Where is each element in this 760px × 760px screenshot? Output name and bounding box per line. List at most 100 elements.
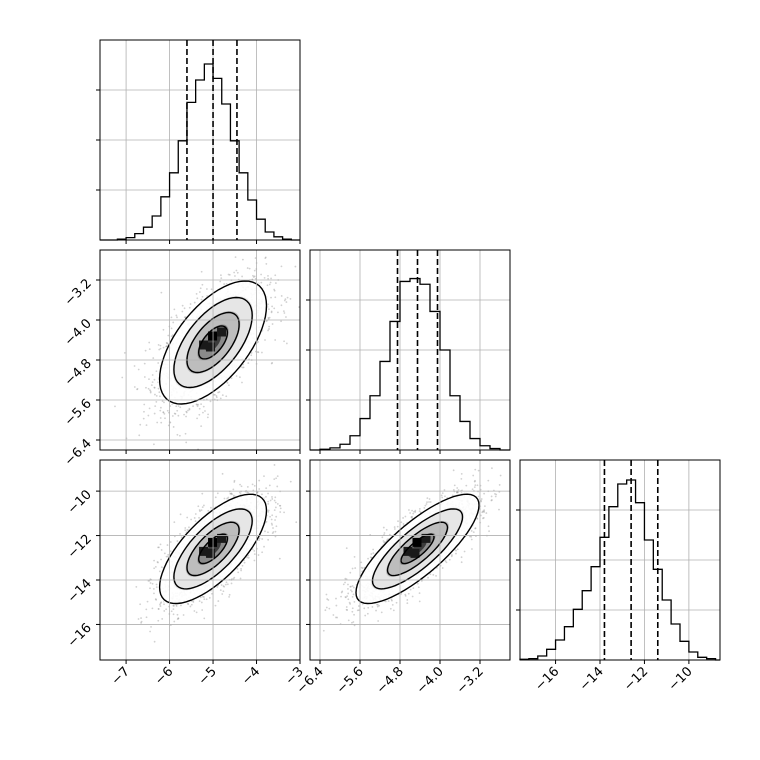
scatter-point bbox=[200, 425, 203, 428]
scatter-point bbox=[273, 288, 276, 291]
scatter-point bbox=[256, 351, 259, 353]
scatter-point bbox=[263, 475, 265, 478]
scatter-point bbox=[149, 630, 152, 633]
scatter-point bbox=[222, 585, 225, 587]
scatter-point bbox=[228, 273, 231, 276]
scatter-point bbox=[242, 366, 245, 369]
scatter-point bbox=[243, 561, 246, 564]
scatter-point bbox=[198, 600, 201, 603]
scatter-point bbox=[172, 608, 175, 611]
scatter-point bbox=[175, 605, 178, 607]
scatter-point bbox=[214, 604, 217, 607]
scatter-point bbox=[239, 493, 242, 495]
scatter-point bbox=[179, 513, 182, 516]
scatter-point bbox=[154, 565, 157, 568]
density-contour bbox=[173, 508, 253, 590]
scatter-point bbox=[181, 304, 184, 307]
scatter-point bbox=[350, 585, 352, 588]
scatter-point bbox=[264, 257, 267, 260]
scatter-point bbox=[154, 393, 156, 396]
scatter-point bbox=[184, 432, 187, 435]
scatter-point bbox=[231, 493, 233, 496]
scatter-point bbox=[274, 519, 276, 521]
scatter-point bbox=[256, 491, 259, 494]
scatter-point bbox=[159, 603, 161, 606]
scatter-point bbox=[230, 582, 233, 585]
scatter-point bbox=[270, 522, 273, 525]
scatter-point bbox=[283, 312, 286, 314]
scatter-point bbox=[274, 530, 277, 533]
scatter-point bbox=[247, 554, 250, 557]
scatter-point bbox=[265, 520, 268, 523]
scatter-point bbox=[345, 596, 347, 599]
density-block bbox=[206, 548, 216, 558]
scatter-point bbox=[267, 318, 270, 320]
scatter-point bbox=[230, 492, 233, 495]
scatter-point bbox=[480, 499, 482, 502]
scatter-point bbox=[216, 586, 219, 588]
scatter-point bbox=[193, 301, 196, 304]
scatter-point bbox=[295, 521, 298, 524]
scatter-point bbox=[326, 598, 329, 600]
scatter-point bbox=[198, 516, 200, 519]
scatter-point bbox=[267, 510, 270, 513]
scatter-point bbox=[352, 621, 355, 623]
scatter-point bbox=[267, 317, 270, 319]
scatter-point bbox=[215, 395, 218, 397]
scatter-point bbox=[156, 561, 159, 563]
scatter-point bbox=[151, 381, 154, 384]
scatter-point bbox=[159, 406, 162, 409]
scatter-point bbox=[252, 276, 255, 278]
scatter-point bbox=[149, 389, 151, 392]
scatter-point bbox=[157, 561, 159, 564]
scatter-point bbox=[137, 618, 140, 620]
scatter-point bbox=[214, 496, 217, 499]
scatter-point bbox=[200, 298, 203, 301]
scatter-point bbox=[285, 342, 288, 345]
scatter-point bbox=[197, 403, 200, 406]
scatter-point bbox=[140, 617, 142, 619]
scatter-point bbox=[261, 538, 264, 540]
scatter-point bbox=[173, 604, 175, 607]
scatter-point bbox=[200, 601, 203, 604]
scatter-point bbox=[185, 441, 188, 444]
scatter-point bbox=[246, 491, 249, 494]
scatter-point bbox=[233, 576, 236, 579]
scatter-point bbox=[230, 377, 233, 380]
scatter-point bbox=[247, 556, 250, 559]
scatter-point bbox=[148, 378, 150, 381]
scatter-point bbox=[172, 321, 175, 324]
scatter-point bbox=[264, 256, 267, 259]
scatter-point bbox=[176, 409, 179, 412]
scatter-point bbox=[215, 396, 218, 399]
scatter-point bbox=[173, 308, 176, 311]
scatter-point bbox=[155, 583, 158, 586]
scatter-point bbox=[269, 499, 272, 502]
scatter-point bbox=[167, 553, 170, 556]
scatter-point bbox=[263, 276, 266, 279]
density-contour bbox=[197, 533, 229, 565]
scatter-point bbox=[210, 506, 212, 509]
scatter-point bbox=[456, 491, 458, 494]
scatter-point bbox=[268, 283, 271, 286]
scatter-point bbox=[137, 368, 140, 371]
scatter-point bbox=[238, 376, 241, 379]
scatter-point bbox=[114, 405, 116, 408]
scatter-point bbox=[271, 532, 274, 535]
scatter-point bbox=[176, 618, 179, 621]
scatter-point bbox=[278, 557, 281, 560]
scatter-point bbox=[183, 307, 186, 310]
scatter-point bbox=[274, 339, 277, 341]
scatter-point bbox=[267, 500, 270, 503]
scatter-point bbox=[203, 617, 206, 620]
scatter-point bbox=[456, 487, 459, 489]
scatter-point bbox=[266, 284, 269, 287]
scatter-point bbox=[241, 366, 244, 369]
scatter-point bbox=[151, 582, 154, 585]
scatter-point bbox=[159, 417, 162, 419]
scatter-point bbox=[253, 269, 256, 272]
scatter-point bbox=[221, 593, 224, 595]
scatter-point bbox=[139, 603, 142, 606]
scatter-point bbox=[376, 605, 379, 608]
